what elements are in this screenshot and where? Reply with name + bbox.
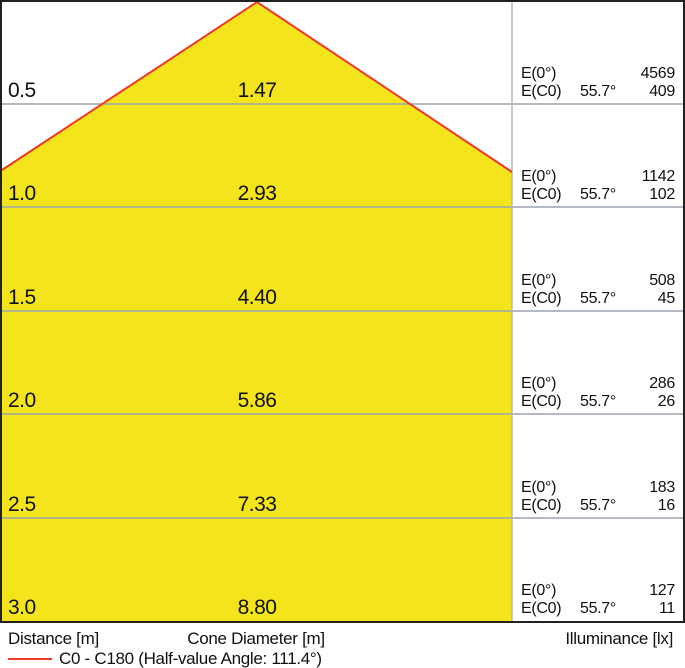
ec0-line: E(C0) 55.7° 26 xyxy=(521,393,675,411)
cone-diameter-value-1: 2.93 xyxy=(237,182,277,205)
legend-label: C0 - C180 (Half-value Angle: 111.4°) xyxy=(59,649,322,668)
beam-edge-lines xyxy=(2,2,513,173)
cone-diameter-value-4: 7.33 xyxy=(237,493,277,516)
e0-label: E(0°) xyxy=(521,582,557,599)
distance-label-2.0: 2.0 xyxy=(8,389,36,412)
cone-diameter-value-5: 8.80 xyxy=(237,596,277,619)
e0-label: E(0°) xyxy=(521,479,557,496)
distance-axis-label: Distance [m] xyxy=(8,629,99,648)
illuminance-axis-label: Illuminance [lx] xyxy=(565,629,673,648)
distance-label-2.5: 2.5 xyxy=(8,493,36,516)
ec0-value: 16 xyxy=(657,497,676,514)
spacer xyxy=(572,479,623,497)
ec0-value: 45 xyxy=(657,290,676,307)
ec0-label: E(C0) xyxy=(521,290,562,307)
e0-value: 508 xyxy=(649,272,675,289)
e0-value: 1142 xyxy=(641,168,676,185)
chart-area: 0.5 1.0 1.5 2.0 2.5 3.0 1.47 2.93 4.40 5… xyxy=(0,0,685,623)
e0-label: E(0°) xyxy=(521,168,557,185)
e0-value: 286 xyxy=(649,375,675,392)
ec0-label: E(C0) xyxy=(521,186,562,203)
cone-plot-svg xyxy=(2,2,683,621)
ec0-value: 11 xyxy=(658,600,675,617)
ec0-label: E(C0) xyxy=(521,497,562,514)
e0-line: E(0°) 508 xyxy=(521,272,675,290)
e0-label: E(0°) xyxy=(521,375,557,392)
distance-label-3.0: 3.0 xyxy=(8,596,36,619)
illuminance-block-4: E(0°) 183 E(C0) 55.7° 16 xyxy=(521,479,675,515)
ec0-angle: 55.7° xyxy=(579,83,617,100)
gridlines xyxy=(2,103,683,519)
ec0-line: E(C0) 55.7° 409 xyxy=(521,83,675,101)
ec0-label: E(C0) xyxy=(521,83,562,100)
ec0-angle: 55.7° xyxy=(579,290,617,307)
e0-value: 4569 xyxy=(640,65,676,82)
illuminance-block-3: E(0°) 286 E(C0) 55.7° 26 xyxy=(521,375,675,411)
cone-diameter-value-2: 4.40 xyxy=(237,286,277,309)
ec0-line: E(C0) 55.7° 45 xyxy=(521,290,675,308)
illuminance-block-2: E(0°) 508 E(C0) 55.7° 45 xyxy=(521,272,675,308)
ec0-value: 409 xyxy=(649,83,675,100)
illuminance-block-5: E(0°) 127 E(C0) 55.7° 11 xyxy=(521,582,675,618)
spacer xyxy=(572,168,623,186)
ec0-label: E(C0) xyxy=(521,393,562,410)
ec0-line: E(C0) 55.7° 16 xyxy=(521,497,675,515)
e0-label: E(0°) xyxy=(521,65,557,82)
illuminance-block-1: E(0°) 1142 E(C0) 55.7° 102 xyxy=(521,168,675,204)
ec0-angle: 55.7° xyxy=(579,186,617,203)
distance-label-1.0: 1.0 xyxy=(8,182,36,205)
ec0-label: E(C0) xyxy=(521,600,562,617)
spacer xyxy=(572,375,623,393)
ec0-angle: 55.7° xyxy=(579,497,617,514)
illuminance-block-0: E(0°) 4569 E(C0) 55.7° 409 xyxy=(521,65,675,101)
ec0-line: E(C0) 55.7° 11 xyxy=(521,600,675,618)
spacer xyxy=(572,272,623,290)
cone-diameter-value-3: 5.86 xyxy=(237,389,277,412)
ec0-line: E(C0) 55.7° 102 xyxy=(521,186,675,204)
e0-line: E(0°) 286 xyxy=(521,375,675,393)
spacer xyxy=(572,582,623,600)
ec0-angle: 55.7° xyxy=(579,393,617,410)
e0-line: E(0°) 183 xyxy=(521,479,675,497)
legend: C0 - C180 (Half-value Angle: 111.4°) xyxy=(8,649,322,668)
ec0-value: 26 xyxy=(657,393,676,410)
e0-value: 183 xyxy=(649,479,675,496)
cone-diameter-axis-label: Cone Diameter [m] xyxy=(187,629,325,648)
e0-line: E(0°) 127 xyxy=(521,582,675,600)
e0-line: E(0°) 4569 xyxy=(521,65,675,83)
spacer xyxy=(572,65,623,83)
cone-diameter-value-0: 1.47 xyxy=(237,79,277,102)
distance-label-1.5: 1.5 xyxy=(8,286,36,309)
legend-red-line-icon xyxy=(8,658,52,660)
ec0-angle: 55.7° xyxy=(579,600,617,617)
e0-label: E(0°) xyxy=(521,272,557,289)
e0-line: E(0°) 1142 xyxy=(521,168,675,186)
distance-label-0.5: 0.5 xyxy=(8,79,36,102)
ec0-value: 102 xyxy=(649,186,675,203)
e0-value: 127 xyxy=(649,582,675,599)
